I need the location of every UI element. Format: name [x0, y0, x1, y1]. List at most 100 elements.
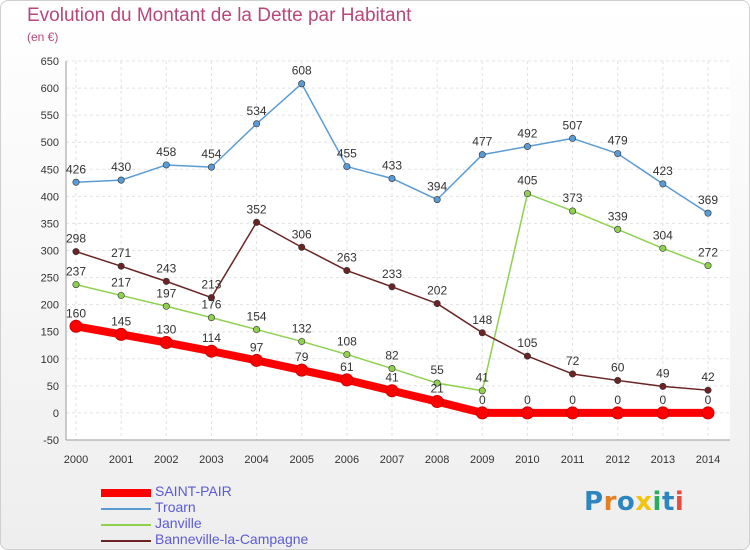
logo-letter: i	[652, 487, 662, 517]
data-label: 0	[705, 393, 712, 407]
data-label: 608	[292, 64, 312, 78]
data-point	[250, 353, 264, 367]
data-label: 426	[66, 162, 86, 176]
y-tick-label: 500	[41, 137, 59, 149]
legend-swatch	[101, 489, 151, 497]
data-point	[475, 406, 489, 420]
data-label: 237	[66, 265, 86, 279]
data-point	[659, 180, 667, 188]
data-point	[566, 406, 580, 420]
y-tick-label: 50	[47, 381, 59, 393]
data-point	[659, 244, 667, 252]
data-point	[430, 395, 444, 409]
data-point	[433, 300, 441, 308]
data-label: 233	[382, 267, 402, 281]
data-label: 0	[614, 393, 621, 407]
data-label: 41	[385, 371, 399, 385]
x-tick-label: 2001	[109, 454, 133, 466]
data-label: 61	[340, 360, 354, 374]
data-label: 202	[427, 284, 447, 298]
data-point	[388, 283, 396, 291]
data-point	[614, 150, 622, 158]
data-label: 423	[653, 164, 673, 178]
data-point	[114, 327, 128, 341]
data-point	[388, 174, 396, 182]
data-point	[569, 134, 577, 142]
data-label: 41	[476, 371, 490, 385]
data-point	[385, 384, 399, 398]
y-tick-label: -50	[43, 435, 59, 447]
data-point	[253, 326, 261, 334]
logo-letter: t	[661, 487, 675, 517]
data-label: 373	[563, 191, 583, 205]
data-label: 298	[66, 232, 86, 246]
data-label: 148	[472, 313, 492, 327]
data-point	[478, 329, 486, 337]
x-tick-label: 2008	[425, 454, 449, 466]
data-point	[433, 379, 441, 387]
data-label: 433	[382, 158, 402, 172]
x-tick-label: 2011	[561, 454, 585, 466]
data-label: 304	[653, 228, 673, 242]
data-point	[523, 143, 531, 151]
data-label: 306	[292, 227, 312, 241]
data-label: 213	[201, 278, 221, 292]
data-point	[298, 80, 306, 88]
data-point	[253, 120, 261, 128]
data-point	[478, 151, 486, 159]
data-point	[656, 406, 670, 420]
data-point	[569, 370, 577, 378]
data-point	[69, 319, 83, 333]
data-point	[343, 350, 351, 358]
data-label: 454	[201, 147, 221, 161]
data-point	[340, 373, 354, 387]
data-label: 145	[111, 314, 131, 328]
data-point	[659, 382, 667, 390]
data-label: 217	[111, 275, 131, 289]
data-point	[162, 277, 170, 285]
data-label: 105	[517, 336, 537, 350]
y-tick-label: 650	[41, 56, 59, 68]
y-tick-label: 400	[41, 191, 59, 203]
x-tick-label: 2006	[335, 454, 359, 466]
data-point	[117, 176, 125, 184]
x-tick-label: 2012	[605, 454, 629, 466]
data-point	[117, 291, 125, 299]
data-label: 263	[337, 251, 357, 265]
x-tick-label: 2007	[380, 454, 404, 466]
data-point	[520, 406, 534, 420]
legend-swatch	[101, 540, 151, 542]
x-tick-label: 2009	[470, 454, 494, 466]
data-label: 197	[156, 286, 176, 300]
chart-unit: (en €)	[27, 30, 59, 44]
data-point	[207, 314, 215, 322]
data-label: 0	[660, 393, 667, 407]
data-point	[298, 337, 306, 345]
data-label: 160	[66, 306, 86, 320]
data-label: 55	[430, 363, 444, 377]
data-label: 130	[156, 323, 176, 337]
data-point	[159, 336, 173, 350]
data-label: 369	[698, 193, 718, 207]
data-point	[298, 243, 306, 251]
data-point	[478, 387, 486, 395]
y-tick-label: 250	[41, 273, 59, 285]
y-tick-label: 300	[41, 246, 59, 258]
data-label: 21	[430, 382, 444, 396]
data-point	[343, 267, 351, 275]
data-point	[614, 376, 622, 384]
data-label: 0	[479, 393, 486, 407]
data-point	[253, 218, 261, 226]
x-tick-label: 2002	[154, 454, 178, 466]
data-point	[72, 248, 80, 256]
x-tick-label: 2014	[696, 454, 720, 466]
data-label: 271	[111, 246, 131, 260]
data-label: 132	[292, 321, 312, 335]
data-label: 97	[250, 340, 264, 354]
x-tick-label: 2000	[64, 454, 88, 466]
y-tick-label: 150	[41, 327, 59, 339]
data-label: 339	[608, 209, 628, 223]
data-label: 49	[656, 366, 670, 380]
logo-letter: o	[616, 487, 636, 517]
